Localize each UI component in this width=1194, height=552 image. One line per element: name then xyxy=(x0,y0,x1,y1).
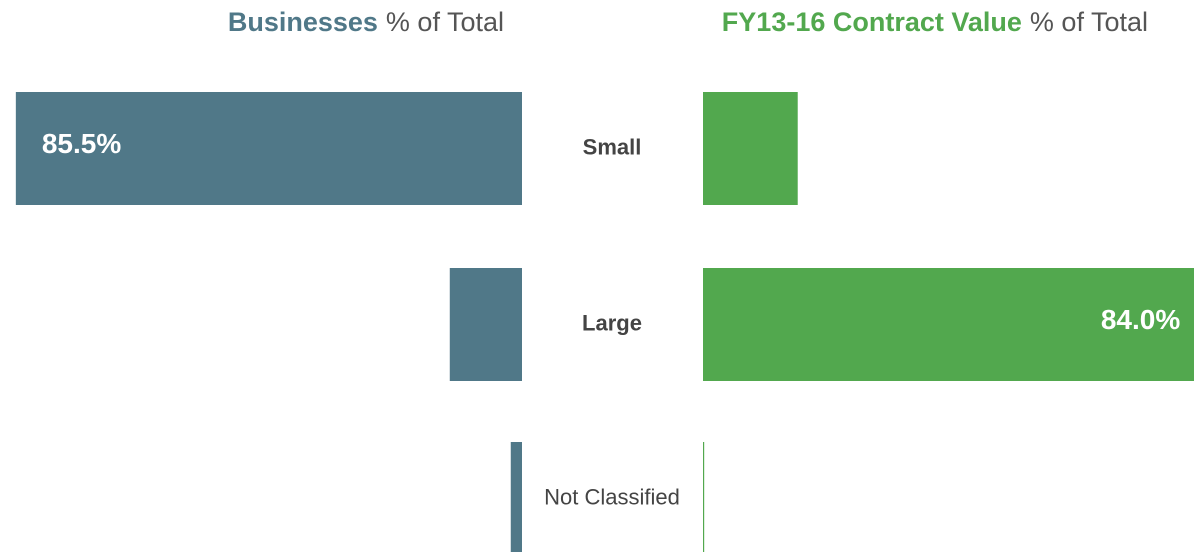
left-title-rest: % of Total xyxy=(386,7,504,37)
category-label: Large xyxy=(582,310,642,335)
category-label: Small xyxy=(583,134,642,159)
value-label: 85.5% xyxy=(42,128,121,159)
bar xyxy=(703,92,798,205)
bar xyxy=(703,268,1194,381)
right-title: FY13-16 Contract Value % of Total xyxy=(722,7,1148,37)
bar xyxy=(510,442,522,552)
bar xyxy=(449,268,522,381)
left-title: Businesses % of Total xyxy=(228,7,504,37)
left-title-main: Businesses xyxy=(228,7,378,37)
value-label: 84.0% xyxy=(1101,304,1180,335)
category-label: Not Classified xyxy=(544,484,680,509)
bar xyxy=(15,92,523,205)
bar xyxy=(703,442,705,552)
right-title-main: FY13-16 Contract Value xyxy=(722,7,1022,37)
right-title-rest: % of Total xyxy=(1030,7,1148,37)
